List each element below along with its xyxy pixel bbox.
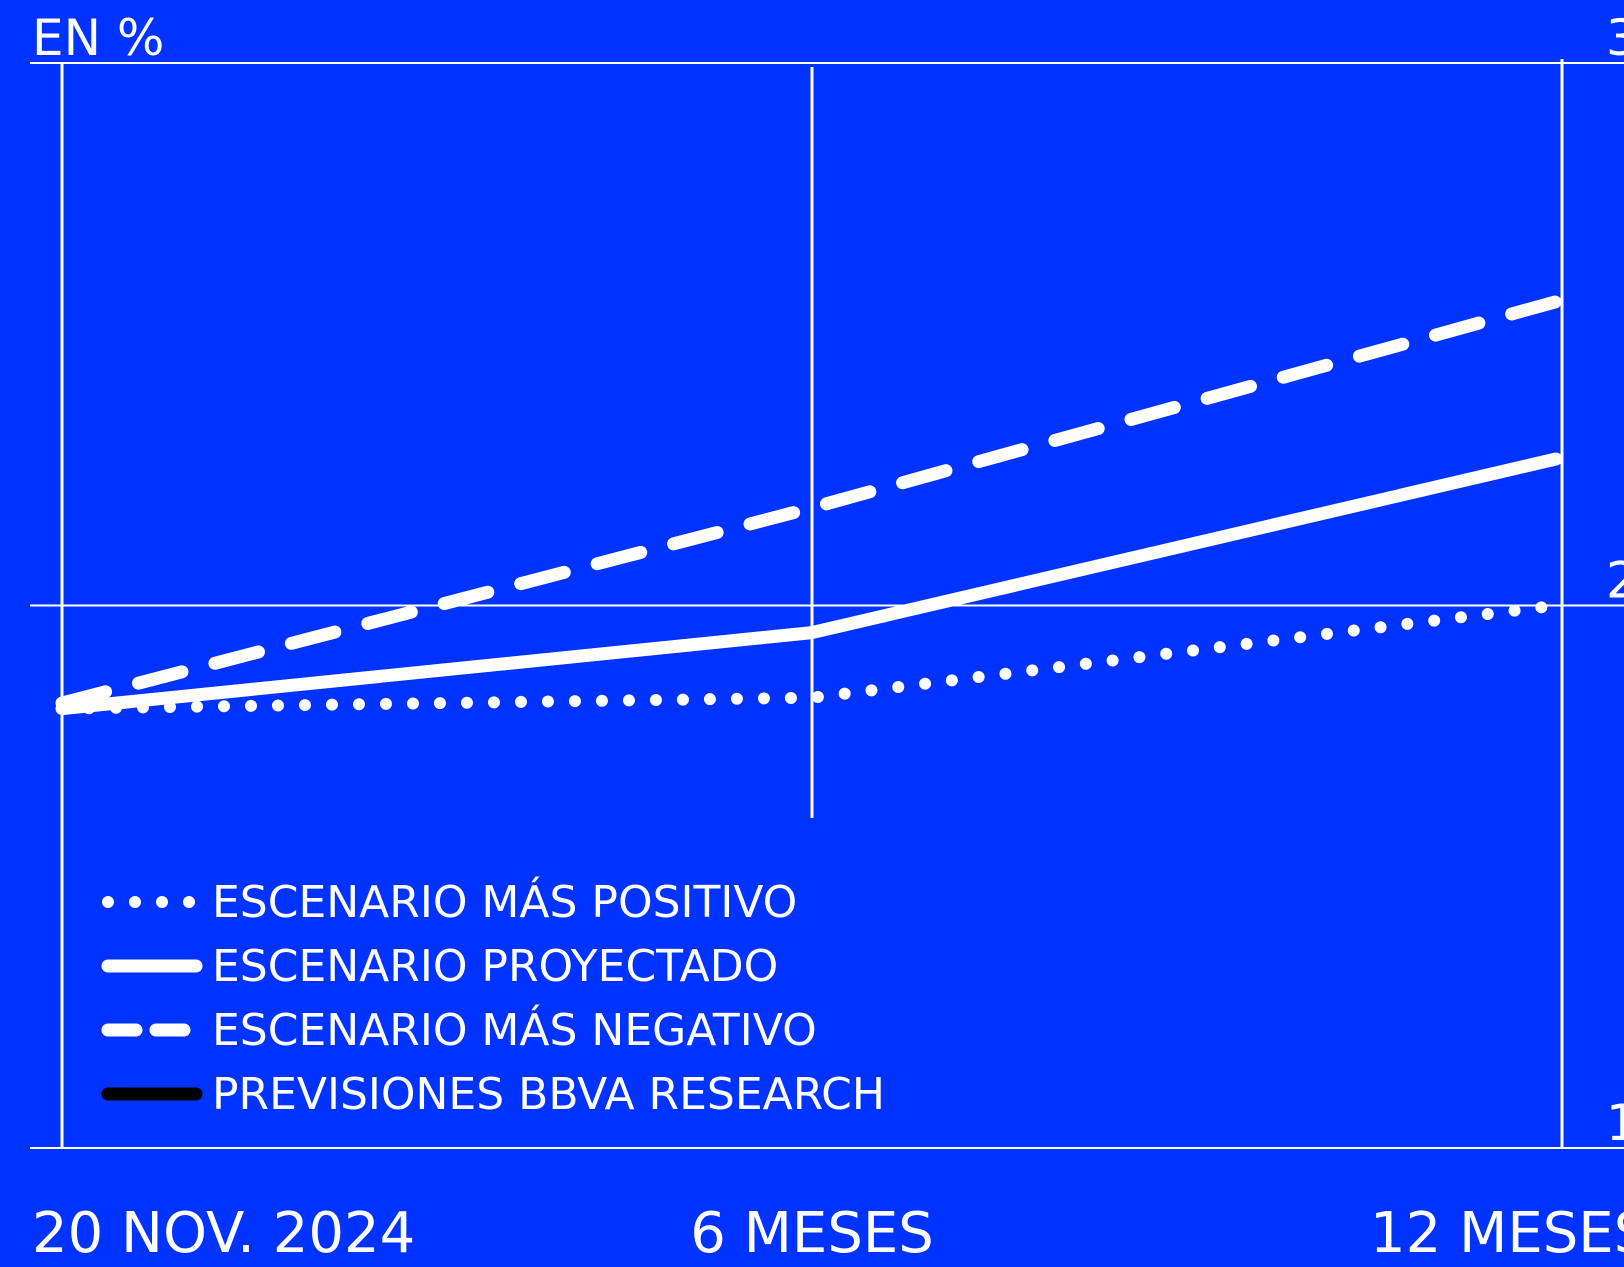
series-line-dotted bbox=[56, 599, 1562, 715]
legend-label: ESCENARIO PROYECTADO bbox=[212, 941, 778, 992]
x-tick-label: 6 MESES bbox=[690, 1201, 934, 1266]
y-tick-label: 3 bbox=[1606, 9, 1624, 67]
series-line-dashed bbox=[55, 295, 1563, 710]
grid-lines bbox=[30, 59, 1624, 1149]
x-tick-label: 12 MESES bbox=[1370, 1201, 1624, 1266]
y-tick-labels: 3 2 1 bbox=[1606, 9, 1624, 1152]
series-lines bbox=[55, 295, 1563, 716]
y-tick-label: 1 bbox=[1606, 1094, 1624, 1152]
unit-label: EN % bbox=[32, 9, 164, 67]
legend: ESCENARIO MÁS POSITIVO ESCENARIO PROYECTA… bbox=[101, 875, 885, 1120]
legend-label: PREVISIONES BBVA RESEARCH bbox=[212, 1069, 885, 1120]
x-tick-label: 20 NOV. 2024 bbox=[32, 1201, 415, 1266]
y-tick-label: 2 bbox=[1606, 552, 1624, 610]
legend-label: ESCENARIO MÁS POSITIVO bbox=[212, 875, 797, 928]
x-tick-labels: 20 NOV. 2024 6 MESES 12 MESES bbox=[32, 1201, 1624, 1266]
series-line-solid bbox=[55, 452, 1563, 716]
legend-label: ESCENARIO MÁS NEGATIVO bbox=[212, 1003, 817, 1056]
